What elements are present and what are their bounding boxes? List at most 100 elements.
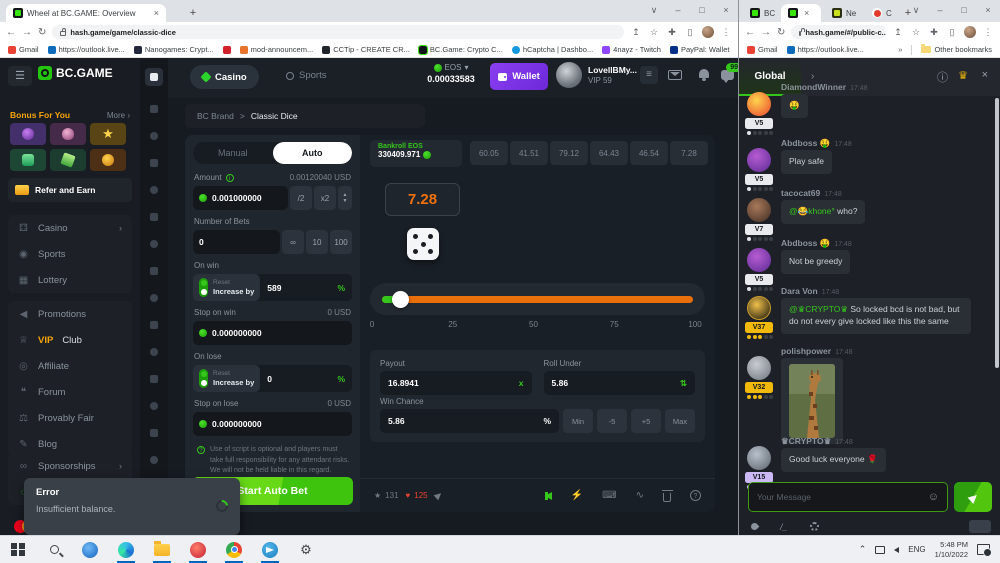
keyboard-icon[interactable] bbox=[969, 520, 991, 533]
avatar[interactable] bbox=[747, 248, 771, 272]
send-button[interactable]: ▶ bbox=[954, 482, 992, 512]
emoji-icon[interactable]: ☺ bbox=[927, 491, 939, 503]
window-chevron-icon[interactable]: ∨ bbox=[650, 5, 658, 15]
user-avatar[interactable] bbox=[556, 62, 582, 88]
half-button[interactable]: /2 bbox=[290, 186, 312, 210]
max-button[interactable]: Max bbox=[665, 409, 695, 433]
game-shortcut-icon[interactable] bbox=[145, 208, 163, 226]
nav-sports[interactable]: Sports bbox=[286, 70, 326, 81]
share-icon[interactable]: ▶ bbox=[431, 489, 444, 502]
sidebar-icon[interactable]: ▯ bbox=[687, 26, 693, 37]
game-shortcut-icon[interactable] bbox=[145, 343, 163, 361]
red-app-button[interactable] bbox=[186, 538, 210, 563]
nav-casino[interactable]: Casino bbox=[190, 65, 259, 89]
slider-track[interactable] bbox=[382, 291, 693, 308]
recent-roll[interactable]: 41.51 bbox=[510, 141, 548, 165]
user-info[interactable]: LovellBMy... VIP 59 bbox=[588, 65, 637, 85]
notification-center-icon[interactable] bbox=[977, 544, 992, 557]
plus-5-button[interactable]: +5 bbox=[631, 409, 661, 433]
breadcrumb-brand[interactable]: BC Brand bbox=[197, 111, 234, 121]
sidebar-item-sports[interactable]: ◉ Sports bbox=[19, 248, 66, 260]
extensions-icon[interactable]: ✚ bbox=[930, 26, 938, 37]
slider-knob[interactable] bbox=[392, 291, 410, 308]
stats-icon[interactable]: ∿ bbox=[635, 490, 644, 501]
sidebar-item-sponsorships[interactable]: ∞ Sponsorships › bbox=[19, 460, 122, 472]
chat-username[interactable]: Abdboss 🤑 17:48 bbox=[781, 238, 852, 248]
network-icon[interactable] bbox=[875, 545, 886, 554]
bookmark-twitch[interactable]: 4nayz - Twitch bbox=[602, 45, 661, 54]
help-icon[interactable]: ? bbox=[690, 490, 701, 501]
browser-tab[interactable]: C bbox=[865, 4, 897, 22]
browser-tab[interactable]: Ne bbox=[825, 4, 861, 22]
start-button[interactable] bbox=[6, 538, 30, 562]
blue-app-button[interactable] bbox=[78, 538, 102, 562]
payout-input[interactable]: 16.8941 x bbox=[380, 371, 532, 395]
amount-stepper[interactable]: ▲ ▼ bbox=[338, 186, 352, 210]
recent-roll[interactable]: 79.12 bbox=[550, 141, 588, 165]
browser-tab-active[interactable]: × bbox=[781, 4, 821, 22]
avatar[interactable] bbox=[747, 92, 771, 116]
bookmark-gmail[interactable]: Gmail bbox=[8, 45, 39, 54]
close-button[interactable]: × bbox=[723, 5, 729, 15]
sidebar-item-forum[interactable]: ❝ Forum bbox=[8, 379, 132, 405]
bonus-more-link[interactable]: More › bbox=[106, 110, 130, 120]
menu-icon[interactable]: ⋮ bbox=[721, 26, 731, 37]
bookmark-bcgame[interactable]: BC.Game: Crypto C... bbox=[417, 44, 503, 55]
on-win-toggle[interactable]: Reset Increase by bbox=[193, 274, 261, 301]
on-lose-toggle[interactable]: Reset Increase by bbox=[193, 365, 261, 392]
bets-input[interactable]: 0 bbox=[193, 230, 280, 254]
forward-icon[interactable]: → bbox=[22, 26, 32, 38]
chat-message-input[interactable] bbox=[757, 492, 928, 502]
error-toast[interactable]: Error Insufficient balance. bbox=[24, 478, 240, 535]
swap-icon[interactable]: ⇅ bbox=[679, 377, 687, 388]
bookmark-paypal[interactable]: PayPal: Wallet bbox=[669, 45, 729, 54]
mail-button[interactable] bbox=[668, 58, 686, 98]
bookmark-outlook[interactable]: https://outlook.live... bbox=[786, 45, 864, 54]
browser-tab[interactable]: BC bbox=[743, 4, 777, 22]
chat-username[interactable]: ♛CRYPTO♛ 17:48 bbox=[781, 436, 853, 446]
chat-tab-global[interactable]: Global bbox=[739, 58, 801, 96]
game-shortcut-icon[interactable] bbox=[145, 127, 163, 145]
avatar[interactable] bbox=[747, 296, 771, 320]
menu-icon[interactable]: ⋮ bbox=[983, 26, 993, 37]
forward-icon[interactable]: → bbox=[761, 26, 771, 38]
refer-and-earn-button[interactable]: Refer and Earn bbox=[8, 178, 132, 202]
browser-tab[interactable]: Wheel at BC.GAME: Overview × bbox=[6, 4, 166, 22]
game-shortcut-icon[interactable] bbox=[145, 181, 163, 199]
min-button[interactable]: Min bbox=[563, 409, 593, 433]
trash-icon[interactable] bbox=[661, 489, 673, 502]
slash-command-icon[interactable]: /_ bbox=[780, 521, 788, 532]
window-chevron-icon[interactable]: ∨ bbox=[912, 5, 920, 15]
bonus-tile-coins[interactable] bbox=[90, 149, 126, 171]
bookmark-star-icon[interactable]: ☆ bbox=[911, 26, 921, 37]
omnibox[interactable]: hash.game/game/classic-dice bbox=[52, 25, 624, 39]
share-icon[interactable]: ↥ bbox=[632, 26, 640, 37]
recent-roll[interactable]: 60.05 bbox=[470, 141, 508, 165]
clock[interactable]: 5:48 PM 1/10/2022 bbox=[934, 539, 968, 559]
search-button[interactable] bbox=[42, 538, 66, 562]
volume-icon[interactable] bbox=[894, 546, 900, 553]
bookmark-star-icon[interactable]: ☆ bbox=[649, 26, 659, 37]
game-shortcut-icon[interactable] bbox=[145, 424, 163, 442]
chat-image-message[interactable] bbox=[781, 358, 843, 444]
new-tab-button[interactable]: + bbox=[189, 7, 197, 19]
profile-avatar[interactable] bbox=[964, 26, 976, 38]
reload-icon[interactable]: ↻ bbox=[38, 26, 47, 38]
bookmarks-overflow[interactable]: » bbox=[898, 45, 903, 54]
minimize-button[interactable]: – bbox=[937, 5, 943, 15]
bookmark-gmail[interactable]: Gmail bbox=[747, 45, 778, 54]
extensions-icon[interactable]: ✚ bbox=[668, 26, 676, 37]
minimize-button[interactable]: – bbox=[675, 5, 681, 15]
recent-roll[interactable]: 7.28 bbox=[670, 141, 708, 165]
chat-rules-icon[interactable]: ⓘ bbox=[937, 72, 948, 84]
infinity-button[interactable]: ∞ bbox=[282, 230, 304, 254]
minus-5-button[interactable]: -5 bbox=[597, 409, 627, 433]
notifications-button[interactable] bbox=[696, 58, 714, 98]
bookmark-cctip[interactable]: CCTip - CREATE CR... bbox=[322, 45, 410, 54]
avatar[interactable] bbox=[747, 148, 771, 172]
currency-selector[interactable]: EOS ▾ 0.00033583 bbox=[420, 63, 482, 84]
ten-button[interactable]: 10 bbox=[306, 230, 328, 254]
on-lose-value-input[interactable]: 0 bbox=[267, 373, 273, 384]
other-bookmarks[interactable]: Other bookmarks bbox=[921, 44, 992, 54]
tab-auto[interactable]: Auto bbox=[272, 142, 352, 164]
